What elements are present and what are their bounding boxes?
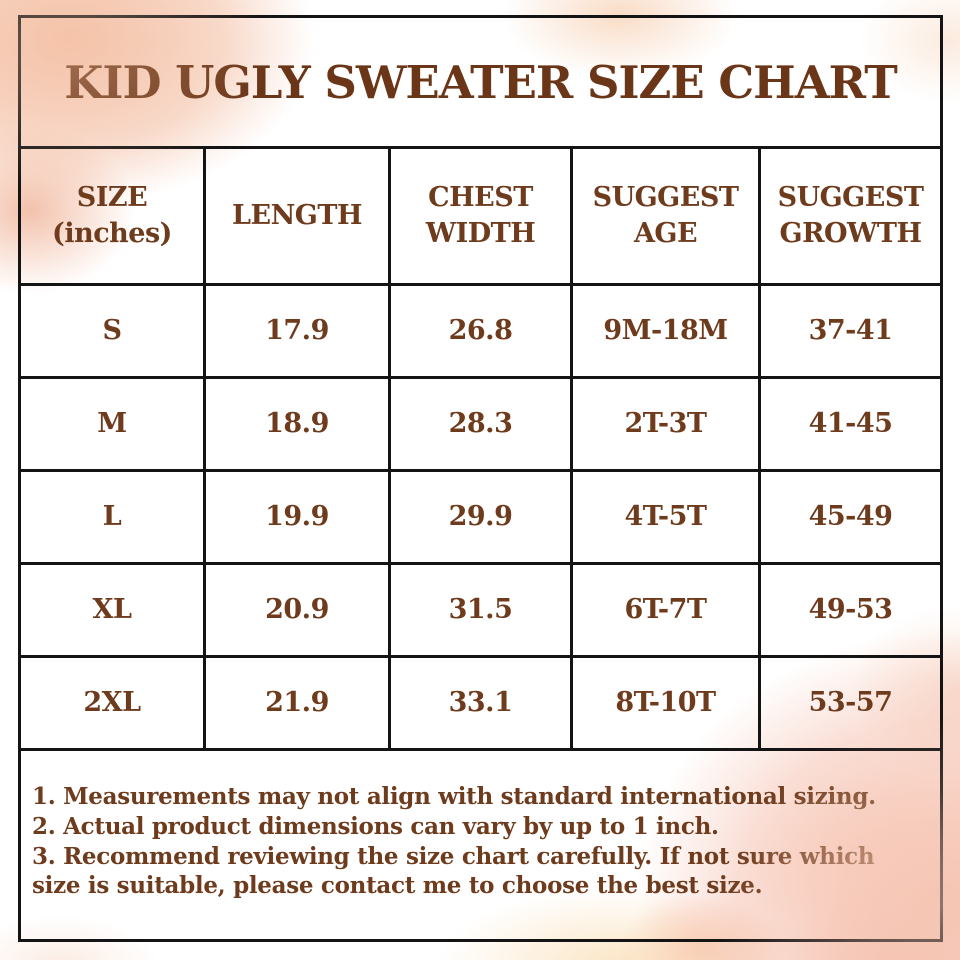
table-row-m: M 18.9 28.3 2T-3T 41-45 xyxy=(21,379,940,472)
cell-suggest-growth: 37-41 xyxy=(808,314,893,346)
size-chart-table: KID UGLY SWEATER SIZE CHART SIZE (inches… xyxy=(18,15,943,942)
page-title: KID UGLY SWEATER SIZE CHART xyxy=(64,55,897,109)
cell-chest-width: 26.8 xyxy=(391,286,573,376)
table-row-xl: XL 20.9 31.5 6T-7T 49-53 xyxy=(21,565,940,658)
table-row-2xl: 2XL 21.9 33.1 8T-10T 53-57 xyxy=(21,658,940,751)
cell-size: L xyxy=(21,472,206,562)
cell-size: XL xyxy=(21,565,206,655)
cell-length: 19.9 xyxy=(206,472,391,562)
cell-chest-width: 29.9 xyxy=(391,472,573,562)
cell-chest-width: 31.5 xyxy=(391,565,573,655)
table-row-s: S 17.9 26.8 9M-18M 37-41 xyxy=(21,286,940,379)
title-row: KID UGLY SWEATER SIZE CHART xyxy=(21,18,940,149)
table-header-row: SIZE (inches) LENGTH CHEST WIDTH SUGGEST… xyxy=(21,149,940,286)
cell-chest-width: 33.1 xyxy=(391,658,573,748)
cell-size: M xyxy=(21,379,206,469)
cell-suggest-growth: 41-45 xyxy=(808,407,893,439)
cell-suggest-age: 6T-7T xyxy=(573,565,761,655)
cell-suggest-age: 2T-3T xyxy=(573,379,761,469)
cell-suggest-age: 8T-10T xyxy=(573,658,761,748)
note-3: 3. Recommend reviewing the size chart ca… xyxy=(32,842,875,899)
cell-suggest-growth: 49-53 xyxy=(808,593,893,625)
notes-section: 1. Measurements may not align with stand… xyxy=(21,751,940,939)
cell-size: 2XL xyxy=(21,658,206,748)
cell-length: 18.9 xyxy=(206,379,391,469)
cell-length: 20.9 xyxy=(206,565,391,655)
cell-suggest-age: 9M-18M xyxy=(573,286,761,376)
cell-size: S xyxy=(21,286,206,376)
note-1: 1. Measurements may not align with stand… xyxy=(32,783,876,810)
column-header-length: LENGTH xyxy=(206,149,391,283)
cell-suggest-growth: 53-57 xyxy=(808,686,893,718)
column-header-size: SIZE (inches) xyxy=(21,149,206,283)
cell-suggest-growth: 45-49 xyxy=(808,500,893,532)
cell-suggest-age: 4T-5T xyxy=(573,472,761,562)
column-header-suggest-growth: SUGGEST GROWTH xyxy=(777,181,924,249)
cell-chest-width: 28.3 xyxy=(391,379,573,469)
note-2: 2. Actual product dimensions can vary by… xyxy=(32,812,719,840)
table-row-l: L 19.9 29.9 4T-5T 45-49 xyxy=(21,472,940,565)
column-header-chest-width: CHEST WIDTH xyxy=(391,149,573,283)
column-header-suggest-age: SUGGEST AGE xyxy=(573,149,761,283)
cell-length: 17.9 xyxy=(206,286,391,376)
cell-length: 21.9 xyxy=(206,658,391,748)
